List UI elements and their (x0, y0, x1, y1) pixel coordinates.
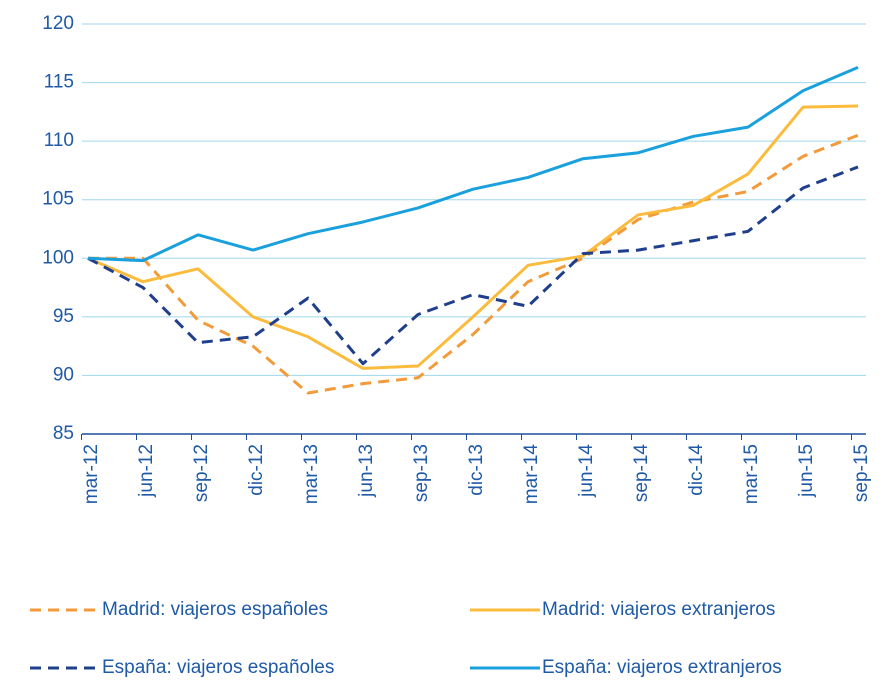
y-tick-label: 120 (42, 13, 74, 34)
series-line (87, 65, 859, 263)
series-line (87, 165, 859, 366)
series-line (87, 104, 859, 370)
y-tick-label: 100 (42, 247, 74, 268)
x-tick-label: mar-12 (81, 444, 102, 504)
x-tick-label: dic-12 (246, 444, 267, 496)
x-tick-label: mar-13 (301, 444, 322, 504)
y-tick-label: 110 (44, 130, 74, 151)
x-tick-label: mar-14 (521, 444, 542, 505)
x-tick-label: dic-13 (466, 444, 487, 496)
y-tick-label: 115 (44, 72, 74, 93)
y-tick-label: 95 (53, 306, 74, 327)
x-tick-label: jun-14 (576, 444, 597, 498)
x-tick-label: sep-15 (851, 444, 872, 502)
series-line (88, 133, 859, 395)
x-tick-label: jun-13 (356, 444, 377, 498)
y-tick-label: 90 (53, 364, 74, 385)
y-tick-label: 105 (42, 189, 74, 210)
legend-label: Madrid: viajeros españoles (102, 599, 328, 620)
legend-label: España: viajeros extranjeros (542, 657, 782, 678)
x-tick-label: sep-13 (411, 444, 432, 502)
x-tick-label: sep-14 (631, 444, 652, 503)
x-tick-label: jun-15 (796, 444, 817, 498)
x-tick-label: jun-12 (136, 444, 157, 498)
legend-label: Madrid: viajeros extranjeros (542, 599, 775, 620)
y-tick-label: 85 (53, 423, 74, 444)
x-tick-label: sep-12 (191, 444, 212, 502)
x-tick-label: dic-14 (686, 444, 707, 496)
x-tick-label: mar-15 (741, 444, 762, 504)
legend-label: España: viajeros españoles (102, 657, 334, 678)
